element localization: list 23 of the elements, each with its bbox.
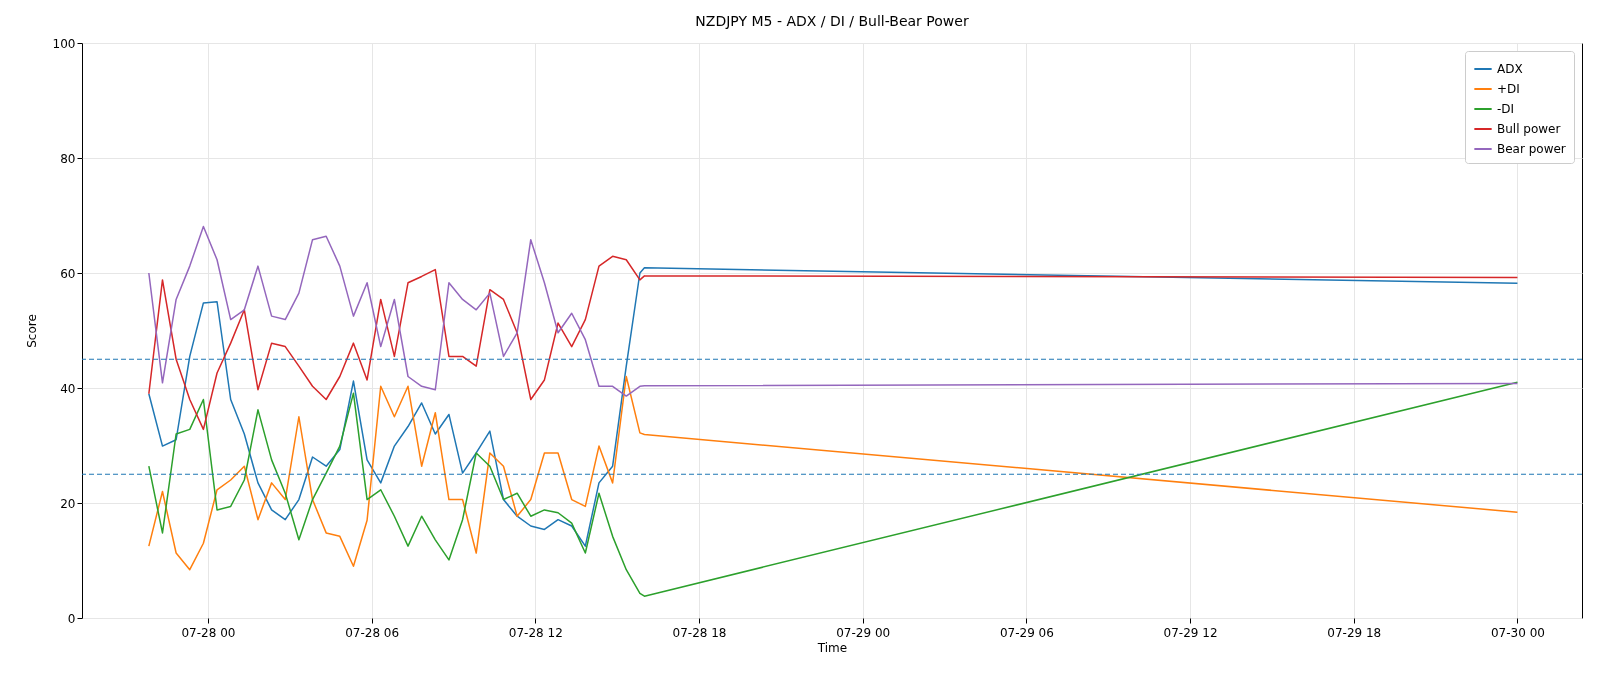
y-axis-title: Score [24,314,39,348]
legend-label: ADX [1497,62,1523,76]
chart-title: NZDJPY M5 - ADX / DI / Bull-Bear Power [695,13,969,29]
x-tick-label: 07-28 12 [508,625,563,640]
x-tick-label: 07-28 18 [672,625,727,640]
x-tick-label: 07-29 00 [836,625,891,640]
y-tick-label: 100 [52,36,76,51]
y-tick-label: 40 [60,381,76,396]
y-tick-label: 0 [67,611,76,626]
x-tick-label: 07-29 18 [1327,625,1382,640]
legend-label: -DI [1497,102,1515,116]
x-tick-label: 07-29 12 [1163,625,1218,640]
y-tick-label: 80 [60,151,76,166]
legend-label: Bear power [1497,142,1566,156]
y-tick-label: 20 [60,496,76,511]
x-tick-label: 07-29 06 [999,625,1054,640]
y-tick-label: 60 [60,266,76,281]
x-tick-label: 07-30 00 [1490,625,1545,640]
legend-label: Bull power [1497,122,1561,136]
x-axis-title: Time [816,640,848,655]
x-tick-label: 07-28 00 [181,625,236,640]
x-tick-label: 07-28 06 [345,625,400,640]
legend-label: +DI [1497,82,1520,96]
